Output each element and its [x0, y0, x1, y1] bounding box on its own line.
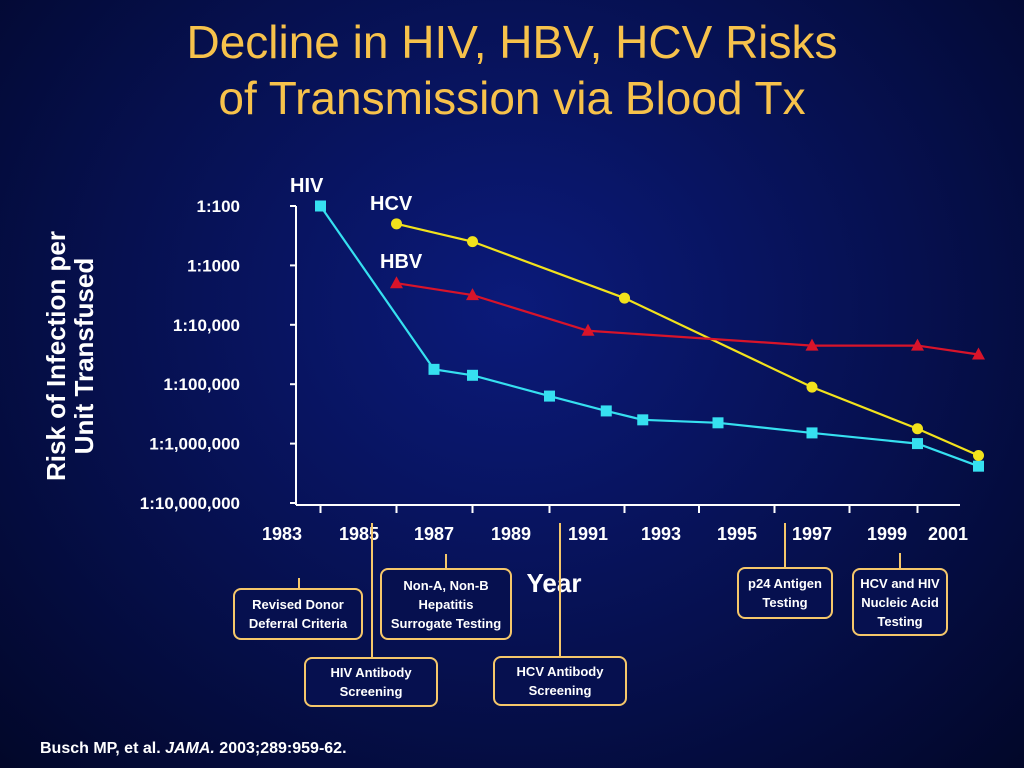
series-label-hcv: HCV [370, 193, 413, 215]
annotation-box: Revised Donor Deferral Criteria [233, 588, 363, 640]
annotation-label: HCV Antibody Screening [516, 664, 604, 698]
source-prefix: Busch MP, et al. [40, 740, 166, 757]
marker-hcv [973, 449, 984, 461]
annotation-label: HCV and HIV Nucleic Acid Testing [860, 575, 940, 629]
x-tick-label: 1985 [339, 524, 379, 544]
marker-hiv [712, 417, 724, 429]
marker-hbv [805, 338, 819, 351]
y-tick-label: 1:1,000,000 [149, 435, 240, 454]
x-tick-label: 1999 [867, 524, 907, 544]
series-label-hiv: HIV [290, 175, 324, 197]
marker-hiv [912, 438, 923, 450]
marker-hiv [544, 390, 555, 402]
x-tick-label: 1997 [792, 524, 832, 544]
chart-title: Decline in HIV, HBV, HCV Risks of Transm… [0, 14, 1024, 126]
y-tick-label: 1:10,000 [173, 316, 240, 335]
marker-hiv [637, 414, 649, 426]
marker-hiv [428, 363, 440, 375]
annotation-label: Revised Donor Deferral Criteria [248, 597, 348, 631]
marker-hcv [912, 423, 923, 435]
x-tick-label: 1993 [641, 524, 681, 544]
x-tick-label: 1983 [262, 524, 302, 544]
annotation-label: HIV Antibody Screening [330, 665, 412, 699]
y-tick-label: 1:100 [197, 197, 240, 216]
y-tick-label: 1:1000 [187, 256, 240, 275]
marker-hcv [806, 381, 818, 393]
x-tick-label: 1995 [717, 524, 757, 544]
marker-hiv [467, 369, 478, 381]
annotation-box: HCV and HIV Nucleic Acid Testing [852, 568, 948, 636]
x-axis-label: Year [527, 568, 582, 598]
marker-hcv [391, 218, 402, 230]
chart-title-line2: of Transmission via Blood Tx [218, 72, 806, 124]
marker-hiv [600, 405, 612, 417]
x-tick-label: 1987 [414, 524, 454, 544]
marker-hiv [315, 200, 326, 212]
chart-title-line1: Decline in HIV, HBV, HCV Risks [186, 16, 838, 68]
marker-hiv [973, 460, 984, 472]
marker-hbv [581, 323, 595, 336]
y-tick-label: 1:100,000 [163, 375, 240, 394]
series-label-hbv: HBV [380, 251, 423, 273]
annotation-label: Non-A, Non-B Hepatitis Surrogate Testing [390, 577, 502, 631]
source-citation: Busch MP, et al. JAMA. 2003;289:959-62. [40, 740, 347, 758]
annotation-box: p24 Antigen Testing [737, 567, 833, 619]
annotation-box: Non-A, Non-B Hepatitis Surrogate Testing [380, 568, 512, 640]
marker-hbv [390, 276, 403, 289]
marker-hiv [806, 427, 818, 439]
annotation-box: HIV Antibody Screening [304, 657, 438, 707]
series-line-hiv [319, 205, 979, 468]
series-line-hcv [396, 222, 979, 457]
marker-hcv [467, 236, 478, 248]
y-tick-label: 1:10,000,000 [140, 494, 240, 513]
source-suffix: 2003;289:959-62. [214, 740, 347, 757]
series-line-hbv [396, 282, 979, 356]
marker-hbv [972, 347, 985, 360]
annotation-box: HCV Antibody Screening [493, 656, 627, 706]
marker-hcv [619, 292, 630, 304]
x-tick-label: 2001 [928, 524, 968, 544]
source-journal: JAMA. [165, 740, 215, 757]
marker-hbv [911, 338, 924, 351]
annotation-label: p24 Antigen Testing [748, 576, 822, 610]
marker-hbv [466, 288, 479, 301]
x-tick-label: 1989 [491, 524, 531, 544]
x-tick-label: 1991 [568, 524, 608, 544]
